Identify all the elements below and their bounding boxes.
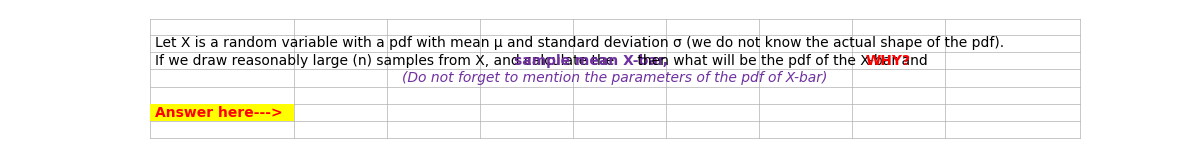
Text: WHY?: WHY? xyxy=(865,54,911,68)
Text: (Do not forget to mention the parameters of the pdf of X-bar): (Do not forget to mention the parameters… xyxy=(402,71,828,85)
Text: Answer here--->: Answer here---> xyxy=(155,106,282,120)
Text: Let X is a random variable with a pdf with mean μ and standard deviation σ (we d: Let X is a random variable with a pdf wi… xyxy=(155,36,1003,50)
Text: If we draw reasonably large (n) samples from X, and calculate the: If we draw reasonably large (n) samples … xyxy=(155,54,618,68)
Text: then what will be the pdf of the X-bar and: then what will be the pdf of the X-bar a… xyxy=(634,54,932,68)
Text: sample mean X-bar,: sample mean X-bar, xyxy=(514,54,668,68)
FancyBboxPatch shape xyxy=(150,104,294,121)
